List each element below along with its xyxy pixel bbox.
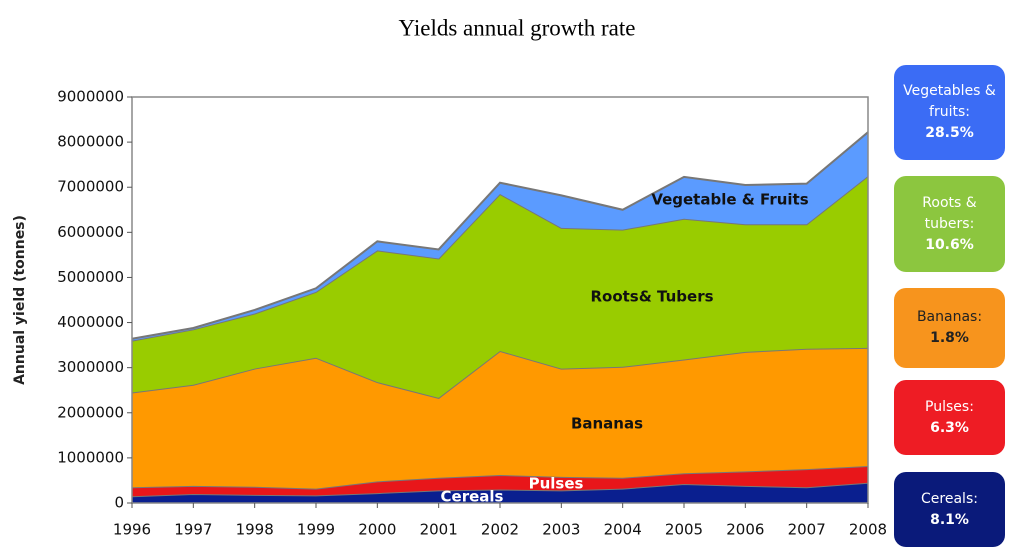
x-tick-label: 2007: [788, 521, 826, 539]
series-label: Roots& Tubers: [590, 288, 713, 306]
growth-value: 6.3%: [930, 419, 969, 436]
y-tick-label: 5000000: [57, 268, 124, 286]
growth-value: 10.6%: [925, 236, 974, 253]
series-label: Cereals: [441, 488, 504, 506]
y-tick-label: 2000000: [57, 403, 124, 421]
growth-value: 8.1%: [930, 511, 969, 528]
series-label: Vegetable & Fruits: [651, 191, 808, 209]
series-label: Pulses: [529, 475, 584, 493]
y-tick-label: 1000000: [57, 448, 124, 466]
y-tick-label: 4000000: [57, 313, 124, 331]
y-tick-label: 9000000: [57, 88, 124, 106]
growth-value: 28.5%: [925, 125, 974, 141]
growth-box: Cereals: 8.1%: [894, 472, 1005, 547]
growth-label: Pulses:: [925, 398, 974, 415]
growth-box: Pulses: 6.3%: [894, 380, 1005, 455]
growth-box: Roots & tubers: 10.6%: [894, 176, 1005, 272]
growth-value: 1.8%: [930, 330, 969, 346]
chart-title: Yields annual growth rate: [399, 15, 636, 40]
y-tick-label: 8000000: [57, 133, 124, 151]
y-tick-label: 3000000: [57, 358, 124, 376]
growth-label: Bananas:: [916, 309, 983, 325]
y-axis-label: Annual yield (tonnes): [12, 215, 28, 385]
x-tick-label: 1996: [113, 521, 151, 539]
x-tick-label: 2003: [542, 521, 580, 539]
area: [132, 175, 868, 398]
x-tick-label: 2005: [665, 521, 703, 539]
growth-label: Vegetables & fruits:: [903, 83, 996, 120]
area: [132, 347, 868, 489]
x-tick-label: 1997: [174, 521, 212, 539]
x-tick-label: 2002: [481, 521, 519, 539]
x-tick-label: 1999: [297, 521, 335, 539]
y-tick-label: 0: [114, 494, 124, 512]
x-tick-label: 2006: [726, 521, 764, 539]
area: [132, 482, 868, 503]
x-tick-label: 1998: [236, 521, 274, 539]
series-label: Bananas: [571, 415, 643, 433]
growth-label: Cereals:: [921, 490, 978, 507]
x-tick-label: 2008: [849, 521, 887, 539]
area-edge: [131, 131, 869, 340]
x-tick-label: 2004: [604, 521, 642, 539]
x-tick-label: 2001: [420, 521, 458, 539]
x-tick-label: 2000: [358, 521, 396, 539]
growth-label: Roots & tubers:: [922, 194, 977, 232]
y-tick-label: 7000000: [57, 178, 124, 196]
y-tick-label: 6000000: [57, 223, 124, 241]
growth-box: Bananas: 1.8%: [894, 288, 1005, 368]
growth-box: Vegetables & fruits: 28.5%: [894, 65, 1005, 160]
